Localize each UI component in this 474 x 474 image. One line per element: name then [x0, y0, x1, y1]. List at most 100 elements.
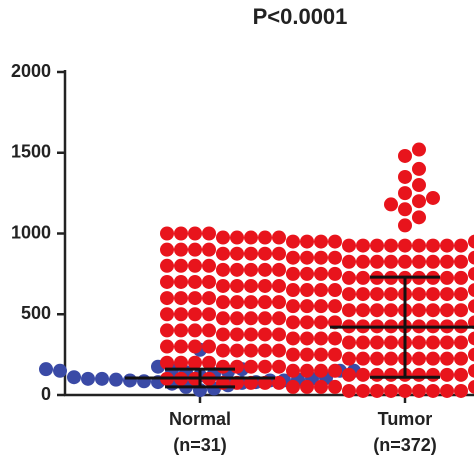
dot — [440, 351, 454, 366]
dot — [468, 250, 474, 265]
dot — [174, 226, 188, 241]
dot — [258, 230, 272, 245]
dot — [286, 363, 300, 378]
dot — [188, 258, 202, 273]
dot — [230, 295, 244, 310]
dot — [258, 359, 272, 374]
dot — [468, 283, 474, 297]
dot — [174, 242, 188, 257]
dot — [384, 335, 398, 350]
dot — [412, 254, 426, 269]
dot — [314, 315, 328, 330]
dot — [426, 254, 440, 269]
dot — [188, 274, 202, 289]
dot — [174, 323, 188, 338]
dot — [342, 270, 356, 285]
dot — [202, 274, 216, 289]
dot — [426, 383, 440, 398]
dot — [356, 367, 370, 382]
dot — [244, 262, 258, 277]
dot — [216, 246, 230, 261]
dot — [454, 335, 468, 350]
dot — [370, 238, 384, 253]
dot — [440, 335, 454, 350]
dot — [272, 311, 286, 326]
dot — [454, 383, 468, 398]
dot — [454, 367, 468, 382]
dot — [286, 331, 300, 346]
dot — [272, 278, 286, 293]
dot — [39, 362, 53, 377]
dot — [426, 335, 440, 350]
dot — [314, 283, 328, 298]
dot — [454, 254, 468, 269]
dot — [398, 148, 412, 163]
dot — [230, 311, 244, 326]
dot — [216, 343, 230, 358]
dot — [328, 331, 342, 346]
dot — [468, 347, 474, 362]
dot — [286, 266, 300, 281]
dot — [272, 327, 286, 342]
dot — [174, 274, 188, 289]
dot — [188, 355, 202, 370]
dot — [272, 359, 286, 374]
dot — [454, 303, 468, 318]
dot — [440, 303, 454, 318]
dot — [468, 299, 474, 314]
dot — [216, 311, 230, 326]
dot — [258, 278, 272, 293]
dot — [384, 383, 398, 398]
dot — [356, 287, 370, 302]
dot — [230, 343, 244, 358]
dot — [300, 234, 314, 249]
dot — [384, 287, 398, 302]
dot — [370, 367, 384, 382]
dot — [398, 202, 412, 217]
dot — [314, 250, 328, 265]
dot — [286, 299, 300, 314]
dot — [244, 230, 258, 245]
dot — [300, 315, 314, 330]
dot — [202, 242, 216, 257]
dot — [370, 303, 384, 318]
y-tick-label: 2000 — [11, 61, 51, 81]
dot — [230, 262, 244, 277]
dot — [272, 295, 286, 310]
dot — [468, 379, 474, 394]
x-tick-count: (n=31) — [173, 435, 227, 455]
dot — [426, 287, 440, 302]
dot — [109, 372, 123, 387]
dot — [342, 367, 356, 382]
dot — [188, 307, 202, 322]
dot — [202, 291, 216, 306]
dot — [81, 371, 95, 386]
dot — [370, 383, 384, 398]
dot — [230, 246, 244, 261]
dot — [160, 274, 174, 289]
dot — [202, 307, 216, 322]
dot — [314, 299, 328, 314]
dot — [412, 161, 426, 176]
dot — [230, 278, 244, 293]
dot — [174, 339, 188, 354]
y-tick-label: 500 — [21, 303, 51, 323]
dot — [202, 226, 216, 241]
dot — [272, 375, 286, 390]
dot — [342, 383, 356, 398]
dot — [412, 238, 426, 253]
dot — [440, 383, 454, 398]
dot — [398, 218, 412, 233]
dot — [398, 254, 412, 269]
y-tick-label: 1500 — [11, 142, 51, 162]
dot — [426, 351, 440, 366]
dot — [314, 331, 328, 346]
dot — [160, 355, 174, 370]
dot — [258, 246, 272, 261]
dot — [300, 331, 314, 346]
dot — [202, 355, 216, 370]
dot — [384, 238, 398, 253]
dot — [384, 254, 398, 269]
dot — [286, 234, 300, 249]
